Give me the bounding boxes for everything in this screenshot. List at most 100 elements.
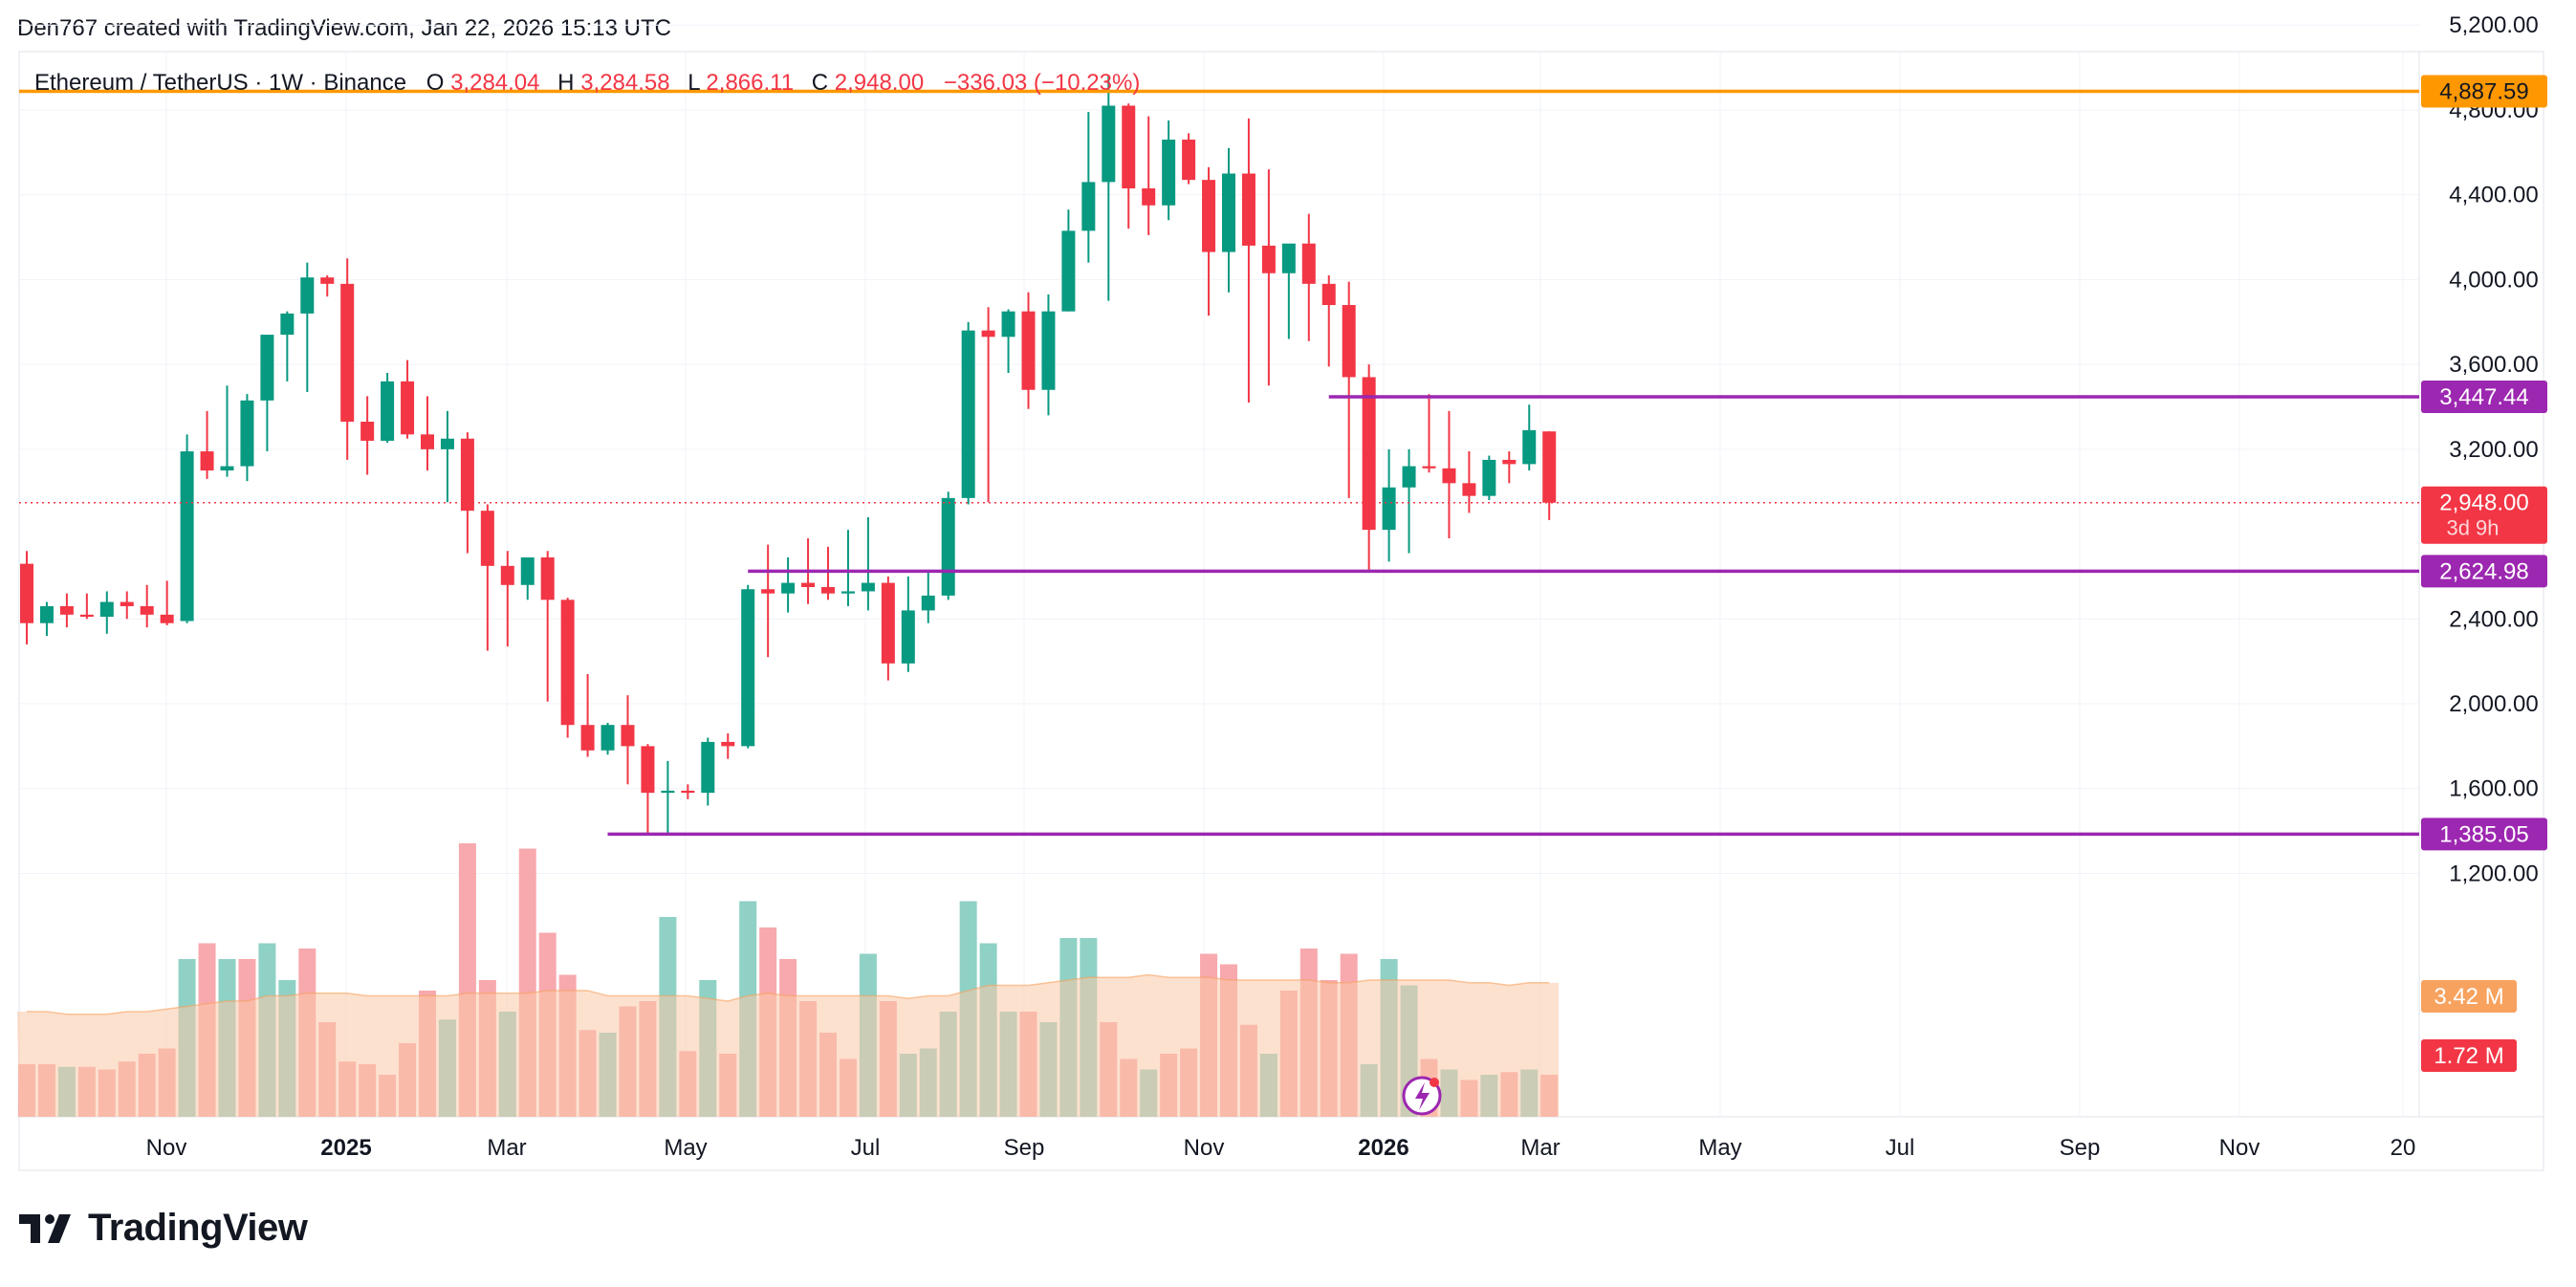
candle-body [99,601,114,618]
candle [440,410,454,503]
candle [160,580,174,625]
candle [701,737,715,806]
candle [1061,209,1076,312]
candle [621,695,635,785]
lower-purple-label-bg [2421,555,2547,588]
candle [320,274,335,297]
candle [981,307,995,503]
candle-body [1362,377,1376,531]
candle [1041,294,1056,416]
candle-body [1281,243,1296,273]
candle-body [1202,180,1216,252]
candle-body [1462,483,1476,496]
lightning-icon[interactable] [1402,1076,1442,1116]
close-value: 2,948.00 [835,70,924,96]
candle-body [440,438,454,449]
candle [1202,166,1216,316]
volume-label: 1.72 M [2434,1043,2503,1069]
candle [360,396,375,475]
candle [600,722,615,755]
candle-body [39,605,54,623]
volume-ma-area [17,974,1560,1117]
x-tick-label: 2025 [320,1135,371,1161]
candle [401,360,415,439]
x-tick-label: 20 [2390,1135,2416,1161]
candle [1522,404,1537,471]
x-tick-label: 2026 [1358,1135,1408,1161]
close-label: C [812,70,828,96]
candle-body [1422,466,1436,469]
candle-body [1001,311,1015,338]
candle [1222,147,1235,293]
candle-body [981,330,995,338]
candle-body [1142,188,1156,206]
candle [921,572,935,623]
x-tick-label: Jul [1886,1135,1915,1161]
candle-body [1102,105,1116,183]
x-tick-label: Jul [851,1135,881,1161]
y-tick-label: 3,200.00 [2449,437,2538,463]
volume-moving-average [17,973,1560,1117]
candle-body [300,277,315,314]
candle [1342,281,1356,498]
candle-body [540,556,555,600]
candle [180,434,194,623]
candle [340,258,355,460]
candle-body [741,589,755,747]
candle-body [421,434,434,449]
horizontal-levels[interactable] [19,89,2419,837]
candle [840,530,855,606]
x-tick-label: Nov [2219,1135,2260,1161]
current-price-label: 2,948.00 [2439,491,2528,516]
candle-body [360,422,375,441]
x-tick-label: May [1698,1135,1741,1161]
candle [1102,76,1116,301]
candle [661,760,675,834]
candle [1362,364,1376,573]
tradingview-logo[interactable]: TradingView [19,1207,308,1250]
candle [1081,112,1096,263]
candle [560,598,575,738]
candle-body [1182,140,1196,181]
candle [1142,116,1156,235]
time-axis[interactable]: Nov 2025 Mar May Jul Sep Nov 2026 Mar May Jul Sep No… [146,1135,2416,1161]
candlestick-series[interactable] [20,76,1557,836]
candle-body [621,725,635,747]
candle [500,551,514,647]
candle-body [1041,311,1056,390]
candle [421,396,434,471]
candle [240,394,254,482]
x-tick-label: Sep [1004,1135,1045,1161]
candle-body [220,466,234,471]
candle [580,673,595,757]
candle-body [240,400,254,467]
candle [1021,292,1036,409]
candle [681,784,695,799]
candle [761,544,775,658]
candle [1402,448,1416,554]
upper-purple-label: 3,447.44 [2439,384,2528,410]
candle [1321,274,1336,367]
candle-body [661,790,675,794]
candle [881,576,895,681]
low-value: 2,866.11 [706,70,794,96]
candle-body [761,589,775,594]
candle-body [560,600,575,726]
candle [520,556,535,600]
candle [1542,431,1557,520]
candle [79,593,94,620]
candle-body [401,381,415,435]
volume-ma-label: 3.42 M [2434,984,2503,1010]
candle [540,551,555,702]
candle [1422,394,1436,473]
candle-body [1081,182,1096,231]
tradingview-logo-text: TradingView [88,1207,308,1249]
candle [99,591,114,634]
candle [1442,410,1456,538]
change-value: −336.03 (−10.23%) [944,70,1141,96]
candle-body [1222,173,1235,252]
y-tick-label: 1,200.00 [2449,861,2538,886]
x-tick-label: Sep [2060,1135,2101,1161]
